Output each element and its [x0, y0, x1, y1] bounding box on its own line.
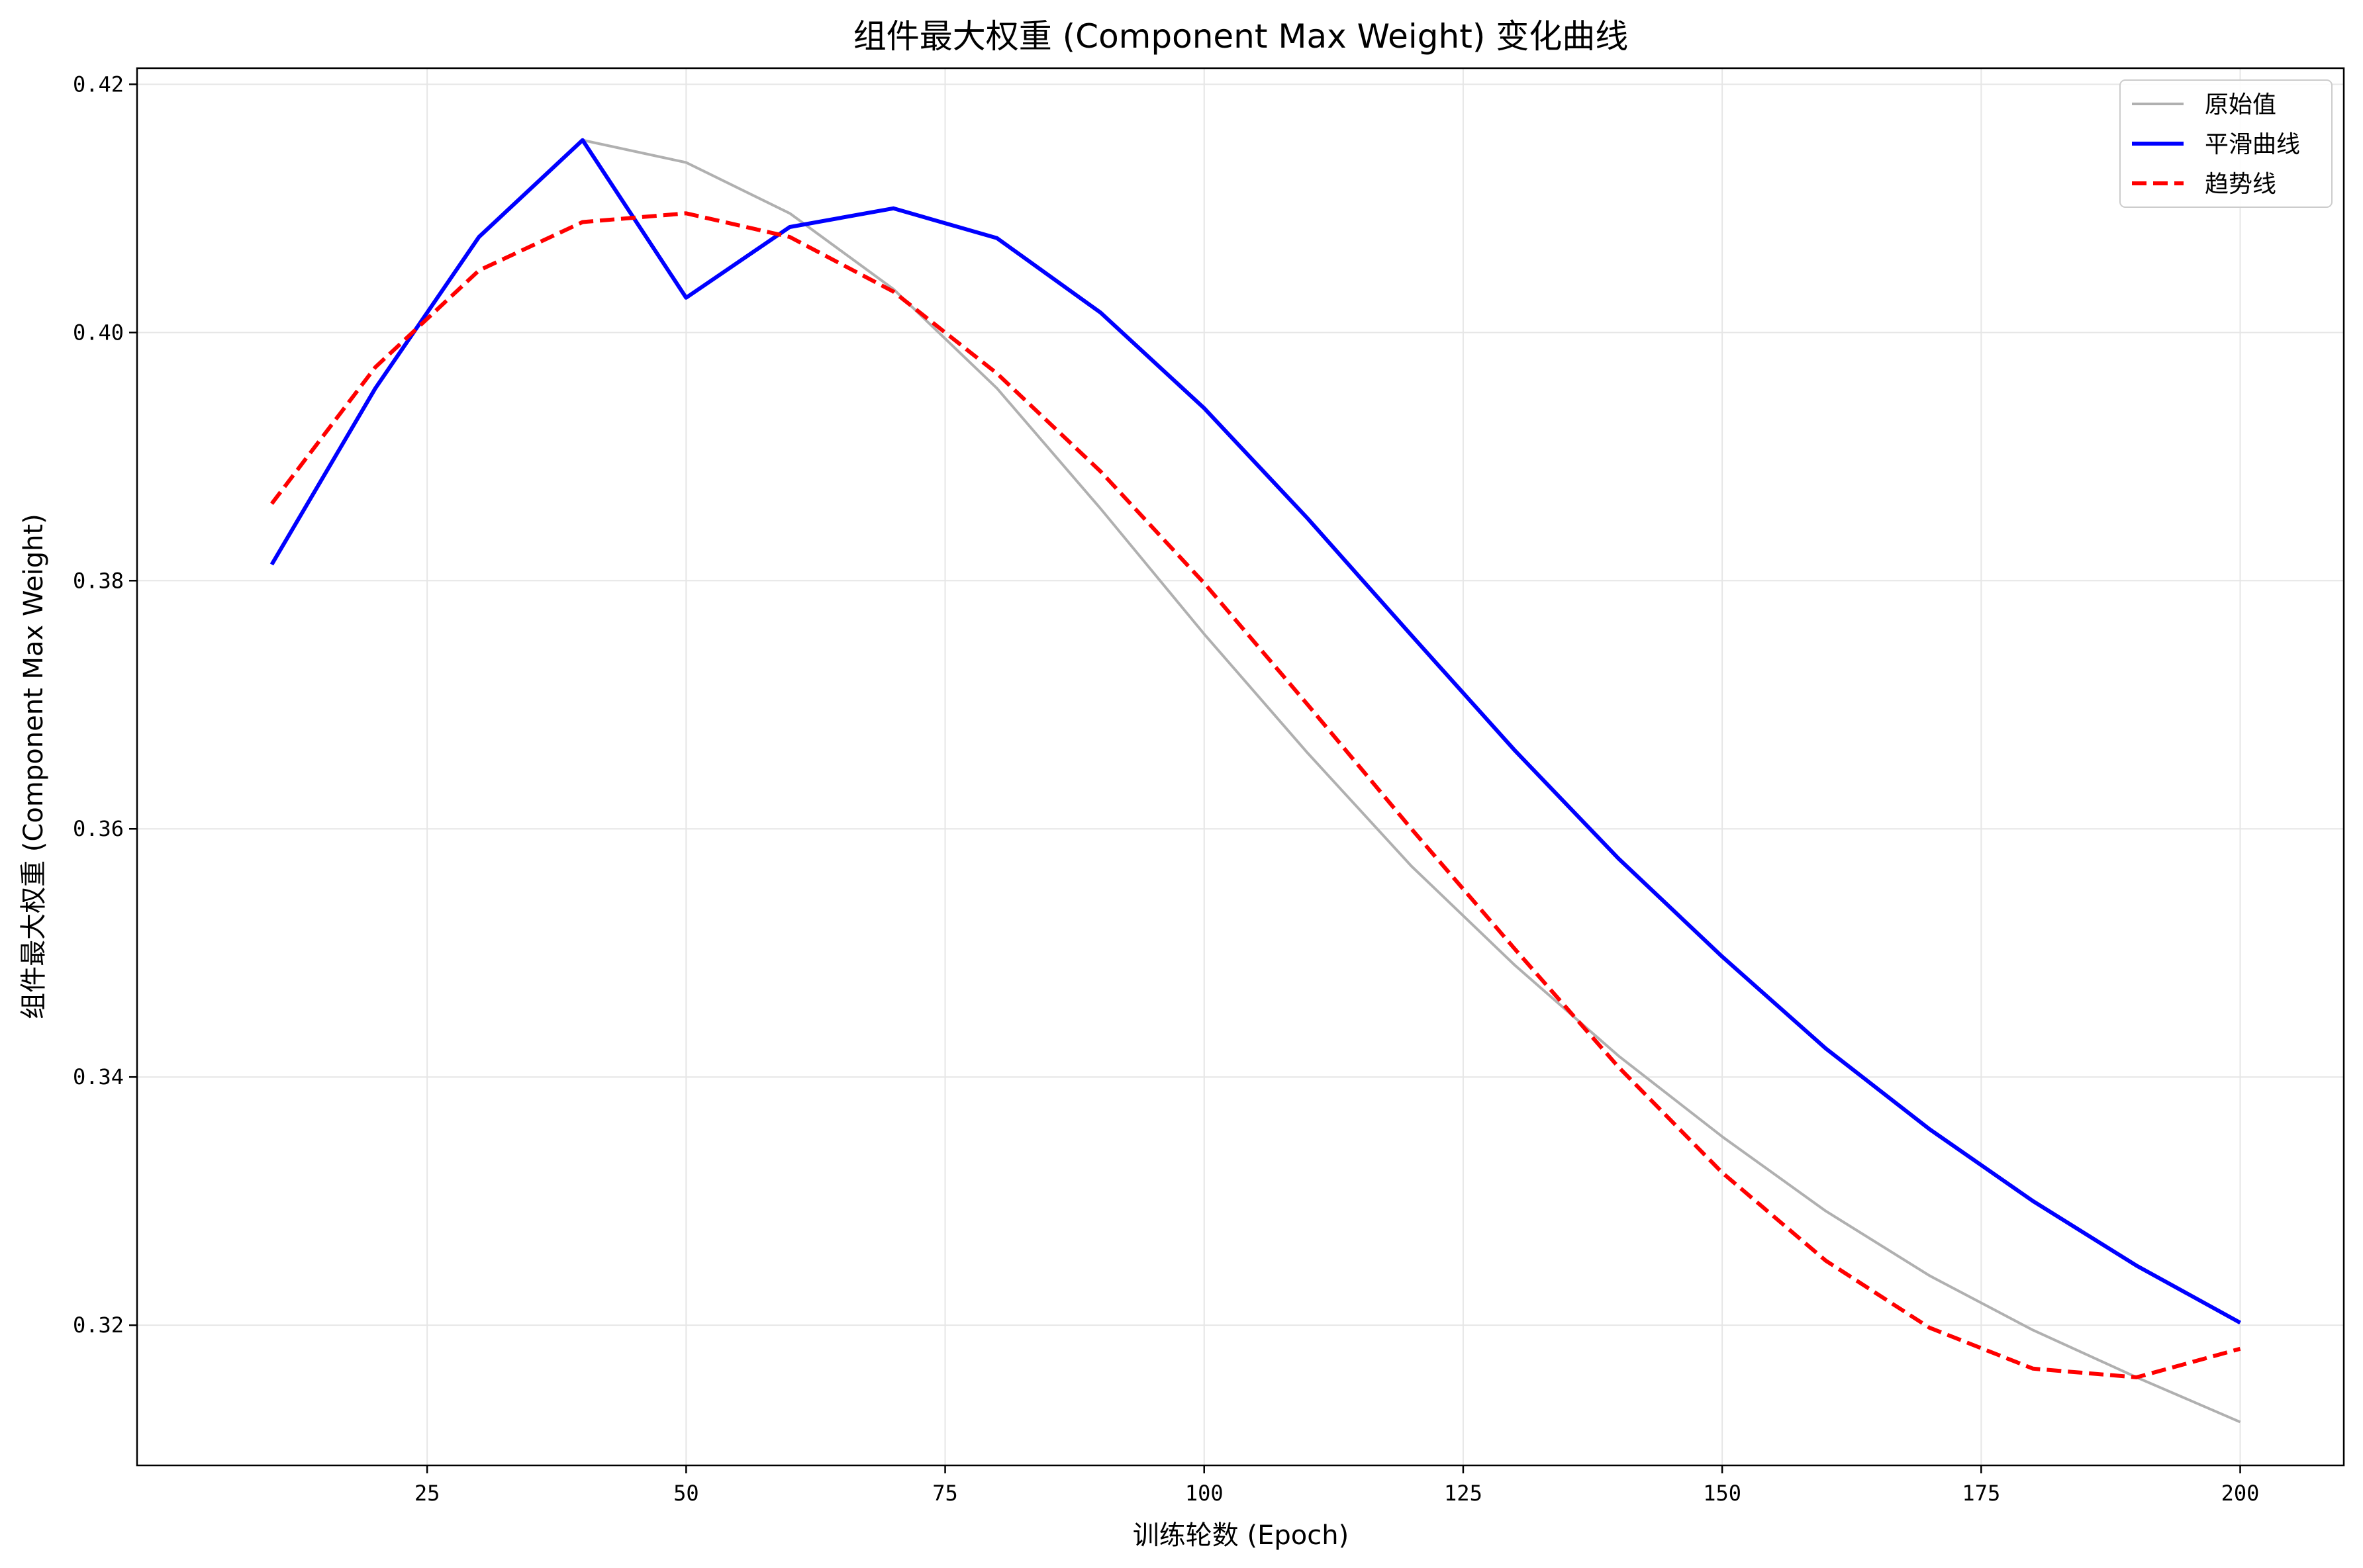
legend-label: 平滑曲线 — [2205, 131, 2300, 158]
series-line-3 — [270, 211, 2241, 1379]
y-tick-label: 0.34 — [73, 1064, 124, 1089]
series-line-2 — [269, 138, 2241, 1325]
x-axis-title: 训练轮数 (Epoch) — [1133, 1520, 1349, 1551]
y-tick-label: 0.38 — [73, 568, 124, 593]
ticks: 25 50 75 100 125 150 175 200 0.32 0.34 0.36 0.38 0.4… — [73, 71, 2259, 1506]
y-tick-label: 0.40 — [73, 320, 124, 345]
y-tick-label: 0.36 — [73, 816, 124, 841]
plot-frame — [136, 67, 2345, 1467]
grid — [137, 68, 2344, 1465]
x-tick-label: 175 — [1962, 1481, 2000, 1506]
x-tick-label: 200 — [2221, 1481, 2260, 1506]
y-tick-label: 0.32 — [73, 1313, 124, 1338]
y-tick-label: 0.42 — [73, 71, 124, 97]
x-tick-label: 25 — [414, 1481, 440, 1506]
x-tick-label: 125 — [1444, 1481, 1482, 1506]
y-axis-title: 组件最大权重 (Component Max Weight) — [19, 514, 49, 1019]
x-tick-label: 50 — [673, 1481, 699, 1506]
x-tick-label: 150 — [1703, 1481, 1741, 1506]
series-line-1 — [582, 138, 2241, 1424]
chart-title: 组件最大权重 (Component Max Weight) 变化曲线 — [853, 17, 1628, 56]
x-tick-label: 75 — [932, 1481, 958, 1506]
x-tick-label: 100 — [1185, 1481, 1224, 1506]
legend-label: 趋势线 — [2205, 171, 2276, 198]
legend-label: 原始值 — [2205, 91, 2276, 118]
series-layer — [269, 138, 2241, 1424]
legend-box — [2119, 79, 2333, 208]
